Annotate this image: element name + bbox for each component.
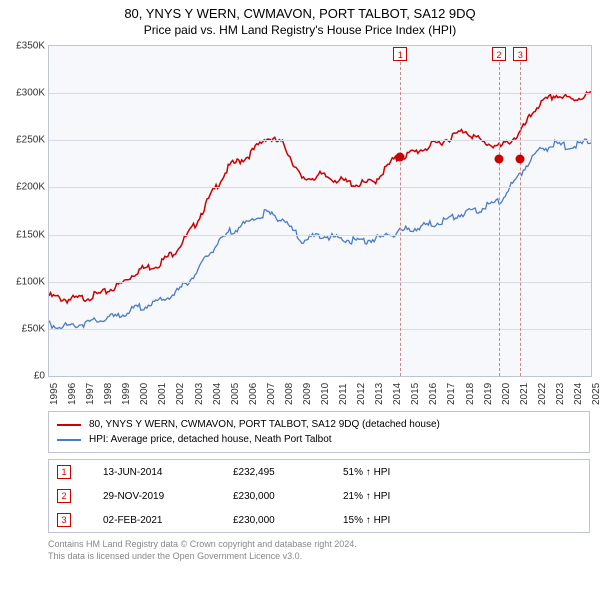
x-axis-label: 2008 [284,383,295,405]
sale-delta: 21% ↑ HPI [343,491,390,502]
sale-price: £232,495 [233,467,343,478]
chart-plot-area: £0£50K£100K£150K£200K£250K£300K£350K1995… [48,45,592,377]
series-line-property [49,92,591,303]
sale-delta: 51% ↑ HPI [343,467,390,478]
x-axis-label: 2011 [338,383,349,405]
marker-badge: 3 [513,47,527,61]
x-axis-label: 2025 [591,383,600,405]
y-axis-label: £350K [1,41,45,52]
legend-swatch [57,439,81,441]
x-axis-label: 2017 [446,383,457,405]
marker-dot [516,155,525,164]
legend-label: 80, YNYS Y WERN, CWMAVON, PORT TALBOT, S… [89,417,440,432]
gridline [49,187,591,188]
x-axis-label: 1999 [121,383,132,405]
y-axis-label: £300K [1,88,45,99]
gridline [49,282,591,283]
y-axis-label: £50K [1,323,45,334]
x-axis-label: 2012 [356,383,367,405]
x-axis-label: 2005 [230,383,241,405]
x-axis-label: 1996 [67,383,78,405]
x-axis-label: 2009 [302,383,313,405]
sale-marker-badge: 3 [57,513,71,527]
gridline [49,329,591,330]
legend-label: HPI: Average price, detached house, Neat… [89,432,332,447]
sale-delta: 15% ↑ HPI [343,515,390,526]
x-axis-label: 2003 [194,383,205,405]
x-axis-label: 2014 [392,383,403,405]
legend-box: 80, YNYS Y WERN, CWMAVON, PORT TALBOT, S… [48,411,590,453]
legend-swatch [57,424,81,426]
x-axis-label: 2000 [139,383,150,405]
y-axis-label: £100K [1,276,45,287]
sale-date: 29-NOV-2019 [103,491,233,502]
sale-row: 1 13-JUN-2014£232,49551% ↑ HPI [49,460,589,484]
x-axis-label: 2001 [157,383,168,405]
x-axis-label: 2018 [465,383,476,405]
footer-line: Contains HM Land Registry data © Crown c… [48,539,600,551]
gridline [49,93,591,94]
marker-badge: 1 [393,47,407,61]
x-axis-label: 1995 [49,383,60,405]
x-axis-label: 2020 [501,383,512,405]
marker-dot [495,155,504,164]
marker-line [499,62,500,376]
x-axis-label: 2015 [410,383,421,405]
sale-marker-badge: 2 [57,489,71,503]
gridline [49,235,591,236]
gridline [49,140,591,141]
x-axis-label: 2022 [537,383,548,405]
sale-row: 3 02-FEB-2021£230,00015% ↑ HPI [49,508,589,532]
x-axis-label: 2010 [320,383,331,405]
x-axis-label: 2007 [266,383,277,405]
legend-item: HPI: Average price, detached house, Neat… [57,432,581,447]
x-axis-label: 1997 [85,383,96,405]
y-axis-label: £0 [1,371,45,382]
x-axis-label: 2013 [374,383,385,405]
x-axis-label: 1998 [103,383,114,405]
sale-row: 2 29-NOV-2019£230,00021% ↑ HPI [49,484,589,508]
chart-lines-svg [49,46,591,376]
y-axis-label: £150K [1,229,45,240]
x-axis-label: 2004 [212,383,223,405]
y-axis-label: £200K [1,182,45,193]
footer-line: This data is licensed under the Open Gov… [48,551,600,563]
footer-attribution: Contains HM Land Registry data © Crown c… [48,539,600,562]
legend-item: 80, YNYS Y WERN, CWMAVON, PORT TALBOT, S… [57,417,581,432]
marker-badge: 2 [492,47,506,61]
marker-line [520,62,521,376]
x-axis-label: 2023 [555,383,566,405]
sale-price: £230,000 [233,515,343,526]
sales-table: 1 13-JUN-2014£232,49551% ↑ HPI 2 29-NOV-201… [48,459,590,533]
sale-marker-badge: 1 [57,465,71,479]
chart-subtitle: Price paid vs. HM Land Registry's House … [0,23,600,37]
chart-title: 80, YNYS Y WERN, CWMAVON, PORT TALBOT, S… [0,6,600,21]
y-axis-label: £250K [1,135,45,146]
sale-price: £230,000 [233,491,343,502]
sale-date: 02-FEB-2021 [103,515,233,526]
x-axis-label: 2019 [483,383,494,405]
x-axis-label: 2024 [573,383,584,405]
x-axis-label: 2002 [175,383,186,405]
x-axis-label: 2006 [248,383,259,405]
x-axis-label: 2016 [428,383,439,405]
marker-line [400,62,401,376]
sale-date: 13-JUN-2014 [103,467,233,478]
x-axis-label: 2021 [519,383,530,405]
marker-dot [396,152,405,161]
